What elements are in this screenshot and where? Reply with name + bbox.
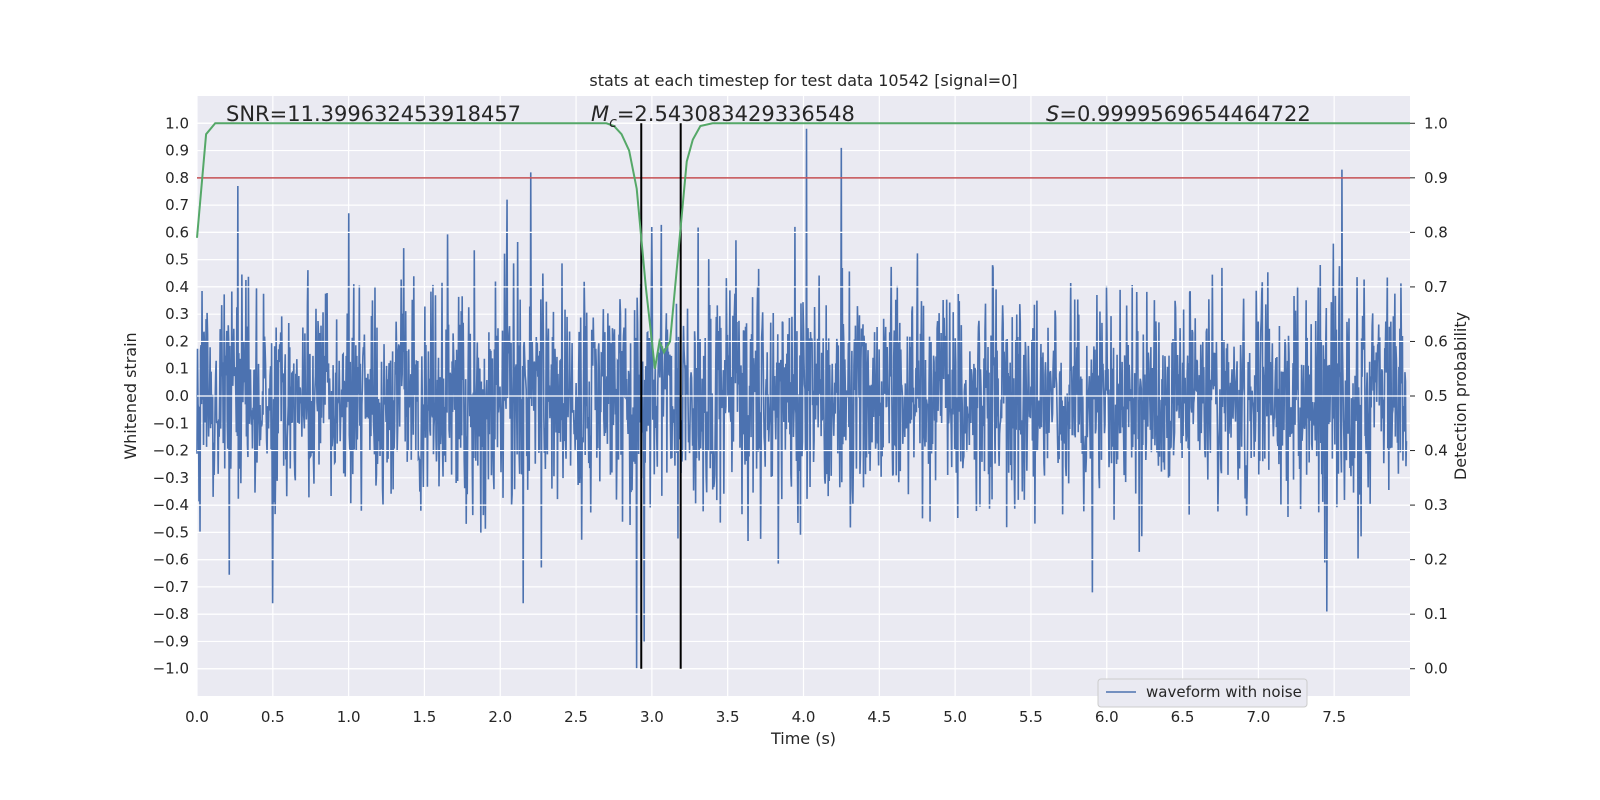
x-axis-label: Time (s) bbox=[770, 729, 836, 748]
x-tick-label: 2.0 bbox=[488, 708, 512, 726]
y-left-tick-label: 0.7 bbox=[165, 196, 189, 214]
mc-value: =2.543083429336548 bbox=[617, 102, 855, 126]
x-tick-label: 5.5 bbox=[1019, 708, 1043, 726]
x-tick-label: 0.5 bbox=[261, 708, 285, 726]
x-tick-label: 4.0 bbox=[792, 708, 816, 726]
y-left-tick-label: 0.6 bbox=[165, 223, 189, 241]
s-value: =0.9999569654464722 bbox=[1059, 102, 1310, 126]
y-axis-label-right: Detection probability bbox=[1451, 312, 1470, 480]
x-tick-label: 1.0 bbox=[337, 708, 361, 726]
x-tick-label: 4.5 bbox=[867, 708, 891, 726]
y-right-tick-label: 0.5 bbox=[1424, 387, 1448, 405]
mc-annotation: Mc=2.543083429336548 bbox=[591, 102, 855, 131]
y-left-tick-label: −0.1 bbox=[153, 414, 189, 432]
mc-symbol: M bbox=[591, 102, 609, 126]
y-right-tick-label: 0.6 bbox=[1424, 332, 1448, 350]
y-right-tick-label: 0.0 bbox=[1424, 660, 1448, 678]
y-axis-label-left: Whitened strain bbox=[121, 332, 140, 459]
snr-annotation: SNR=11.399632453918457 bbox=[226, 102, 521, 126]
y-left-tick-label: 0.1 bbox=[165, 360, 189, 378]
y-right-tick-label: 0.9 bbox=[1424, 169, 1448, 187]
x-tick-label: 7.0 bbox=[1246, 708, 1270, 726]
mc-subscript: c bbox=[609, 115, 617, 131]
x-tick-label: 0.0 bbox=[185, 708, 209, 726]
x-tick-label: 3.0 bbox=[640, 708, 664, 726]
y-right-tick-label: 0.2 bbox=[1424, 551, 1448, 569]
y-right-tick-label: 0.1 bbox=[1424, 605, 1448, 623]
y-left-tick-label: 0.2 bbox=[165, 332, 189, 350]
y-left-tick-label: 0.5 bbox=[165, 251, 189, 269]
y-left-tick-label: 0.8 bbox=[165, 169, 189, 187]
x-tick-label: 1.5 bbox=[413, 708, 437, 726]
x-tick-label: 7.5 bbox=[1322, 708, 1346, 726]
x-tick-label: 6.0 bbox=[1095, 708, 1119, 726]
x-tick-label: 6.5 bbox=[1171, 708, 1195, 726]
y-left-tick-label: −0.7 bbox=[153, 578, 189, 596]
y-left-tick-label: 0.0 bbox=[165, 387, 189, 405]
s-symbol: S bbox=[1046, 102, 1059, 126]
legend: waveform with noise bbox=[1097, 678, 1308, 708]
y-left-tick-label: −0.9 bbox=[153, 632, 189, 650]
legend-label: waveform with noise bbox=[1146, 683, 1302, 701]
waveform-line bbox=[196, 128, 1408, 669]
probability-series bbox=[196, 122, 1410, 369]
x-tick-label: 2.5 bbox=[564, 708, 588, 726]
s-annotation: S=0.9999569654464722 bbox=[1046, 102, 1311, 126]
y-left-tick-label: −0.5 bbox=[153, 523, 189, 541]
x-tick-label: 5.0 bbox=[943, 708, 967, 726]
x-tick-label: 3.5 bbox=[716, 708, 740, 726]
y-left-tick-label: −0.4 bbox=[153, 496, 189, 514]
y-right-tick-label: 0.3 bbox=[1424, 496, 1448, 514]
y-left-tick-label: −0.8 bbox=[153, 605, 189, 623]
detection-probability-line bbox=[196, 122, 1410, 369]
chart-title: stats at each timestep for test data 105… bbox=[589, 71, 1017, 90]
y-right-tick-label: 0.8 bbox=[1424, 223, 1448, 241]
tick-labels: 0.0 0.5 1.0 1.5 2.0 2.5 3.0 3.5 4.0 4.5 5.0 5.5 6.0 6… bbox=[153, 114, 1448, 726]
legend-box bbox=[1097, 678, 1308, 708]
y-left-tick-label: 0.3 bbox=[165, 305, 189, 323]
y-left-tick-label: −0.2 bbox=[153, 442, 189, 460]
y-left-tick-label: 0.4 bbox=[165, 278, 189, 296]
y-right-tick-label: 1.0 bbox=[1424, 114, 1448, 132]
y-right-tick-label: 0.4 bbox=[1424, 442, 1448, 460]
waveform-series bbox=[196, 128, 1408, 669]
y-right-tick-label: 0.7 bbox=[1424, 278, 1448, 296]
y-left-tick-label: −0.6 bbox=[153, 551, 189, 569]
y-left-tick-label: 1.0 bbox=[165, 114, 189, 132]
y-left-tick-label: 0.9 bbox=[165, 142, 189, 160]
y-left-tick-label: −1.0 bbox=[153, 660, 189, 678]
y-left-tick-label: −0.3 bbox=[153, 469, 189, 487]
